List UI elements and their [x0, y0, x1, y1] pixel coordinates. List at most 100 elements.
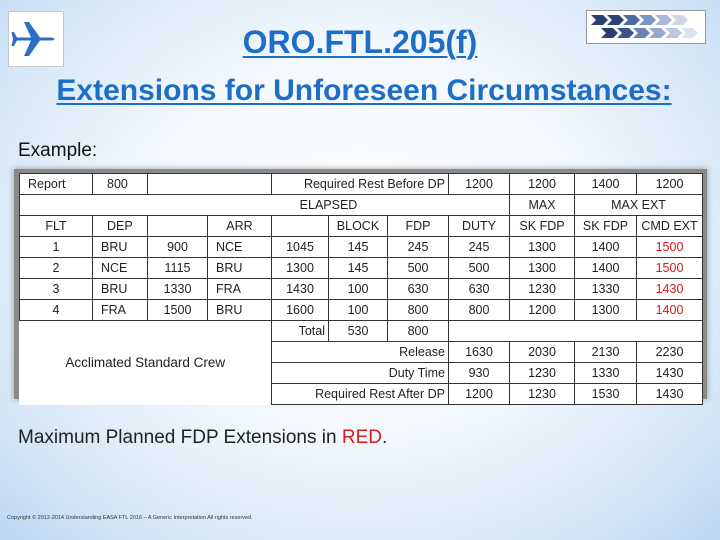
ext-sk-fdp-cell: 1400 — [574, 257, 637, 279]
header-cell: DEP — [92, 215, 148, 237]
header-cell: FLT — [19, 215, 93, 237]
dep-cell: BRU — [92, 278, 148, 300]
arr-cell: BRU — [207, 299, 272, 321]
table-row-release: Release 1630 2030 2130 2230 — [20, 341, 703, 363]
block-cell: 100 — [328, 278, 388, 300]
table-row-rest-after: Required Rest After DP 1200 1230 1530 14… — [20, 383, 703, 405]
slide-subtitle: Extensions for Unforeseen Circumstances: — [56, 74, 672, 107]
header-cell: SK FDP — [574, 215, 637, 237]
header-cell: DUTY — [448, 215, 510, 237]
arr-cell: FRA — [207, 278, 272, 300]
required-rest-after-label: Required Rest After DP — [271, 383, 449, 405]
flt-cell: 4 — [19, 299, 93, 321]
flt-cell: 3 — [19, 278, 93, 300]
dep-time-cell: 900 — [147, 236, 208, 258]
fdp-cell: 245 — [387, 236, 449, 258]
table-header-row: FLT DEP ARR BLOCK FDP DUTY SK FDP SK FDP… — [19, 215, 703, 237]
arr-time-cell: 1600 — [271, 299, 329, 321]
duty-cell: 500 — [448, 257, 510, 279]
ftl-table-frame: Report 800 Required Rest Before DP 1200 … — [14, 169, 707, 405]
fdp-cell: 500 — [387, 257, 449, 279]
fdp-cell: 630 — [387, 278, 449, 300]
header-cell — [147, 215, 208, 237]
rest-after-value: 1200 — [448, 383, 510, 405]
max-sk-fdp-cell: 1300 — [509, 257, 575, 279]
crew-label: Acclimated Standard Crew — [19, 320, 272, 405]
release-label: Release — [271, 341, 449, 363]
header-cell: CMD EXT — [636, 215, 703, 237]
duty-time-value: 1430 — [636, 362, 703, 384]
chevron-arrows-logo — [586, 10, 706, 44]
max-sk-fdp-cell: 1300 — [509, 236, 575, 258]
table-row-total: Acclimated Standard Crew Total 530 800 — [19, 320, 703, 405]
required-rest-before-label: Required Rest Before DP — [271, 173, 449, 195]
table-row-group-headers: ELAPSED MAX MAX EXT — [19, 194, 703, 216]
duty-time-value: 1330 — [574, 362, 637, 384]
dep-time-cell: 1115 — [147, 257, 208, 279]
header-cell: FDP — [387, 215, 449, 237]
caption-red-word: RED — [341, 427, 382, 448]
header-cell — [271, 215, 329, 237]
ftl-table: Report 800 Required Rest Before DP 1200 … — [19, 173, 703, 405]
arr-cell: BRU — [207, 257, 272, 279]
rest-before-value: 1400 — [574, 173, 637, 195]
dep-cell: FRA — [92, 299, 148, 321]
duty-cell: 245 — [448, 236, 510, 258]
report-value: 800 — [92, 173, 148, 195]
header-cell: BLOCK — [328, 215, 388, 237]
airplane-icon — [11, 22, 55, 56]
caption: Maximum Planned FDP Extensions in RED. — [18, 427, 387, 449]
empty-cell — [147, 173, 272, 195]
dep-time-cell: 1330 — [147, 278, 208, 300]
ext-sk-fdp-cell: 1300 — [574, 299, 637, 321]
table-row: 1 BRU 900 NCE 1045 145 245 245 1300 1400… — [19, 236, 703, 258]
ext-sk-fdp-cell: 1330 — [574, 278, 637, 300]
flt-cell: 1 — [19, 236, 93, 258]
rest-after-value: 1530 — [574, 383, 637, 405]
total-label: Total — [271, 320, 329, 342]
rest-before-value: 1200 — [509, 173, 575, 195]
cmd-ext-cell: 1400 — [636, 299, 703, 321]
duty-time-label: Duty Time — [271, 362, 449, 384]
flt-cell: 2 — [19, 257, 93, 279]
header-cell: SK FDP — [509, 215, 575, 237]
cmd-ext-cell: 1430 — [636, 278, 703, 300]
rest-before-value: 1200 — [448, 173, 510, 195]
release-value: 2030 — [509, 341, 575, 363]
ext-sk-fdp-cell: 1400 — [574, 236, 637, 258]
rest-after-value: 1230 — [509, 383, 575, 405]
rest-after-value: 1430 — [636, 383, 703, 405]
table-row: 2 NCE 1115 BRU 1300 145 500 500 1300 140… — [19, 257, 703, 279]
max-ext-label: MAX EXT — [574, 194, 703, 216]
airplane-icon-box — [8, 11, 64, 67]
duty-cell: 800 — [448, 299, 510, 321]
cmd-ext-cell: 1500 — [636, 236, 703, 258]
report-label: Report — [19, 173, 93, 195]
max-label: MAX — [509, 194, 575, 216]
empty-cell — [448, 320, 703, 342]
slide-title: ORO.FTL.205(f) — [242, 24, 478, 60]
duty-time-value: 930 — [448, 362, 510, 384]
release-value: 1630 — [448, 341, 510, 363]
release-value: 2130 — [574, 341, 637, 363]
caption-text: Maximum Planned FDP Extensions in — [18, 427, 342, 448]
chevron-row-bottom — [601, 28, 698, 38]
table-row-report: Report 800 Required Rest Before DP 1200 … — [19, 173, 703, 195]
dep-cell: NCE — [92, 257, 148, 279]
header-cell: ARR — [207, 215, 272, 237]
block-cell: 145 — [328, 257, 388, 279]
max-sk-fdp-cell: 1200 — [509, 299, 575, 321]
total-fdp-value: 800 — [387, 320, 449, 342]
fdp-cell: 800 — [387, 299, 449, 321]
max-sk-fdp-cell: 1230 — [509, 278, 575, 300]
copyright-notice: Copyright © 2012-2014 Understanding EASA… — [7, 515, 253, 521]
dep-cell: BRU — [92, 236, 148, 258]
rest-before-value: 1200 — [636, 173, 703, 195]
elapsed-label: ELAPSED — [147, 194, 510, 216]
caption-period: . — [381, 427, 388, 448]
block-cell: 100 — [328, 299, 388, 321]
table-row: 4 FRA 1500 BRU 1600 100 800 800 1200 130… — [19, 299, 703, 321]
duty-cell: 630 — [448, 278, 510, 300]
arr-time-cell: 1430 — [271, 278, 329, 300]
arr-time-cell: 1045 — [271, 236, 329, 258]
